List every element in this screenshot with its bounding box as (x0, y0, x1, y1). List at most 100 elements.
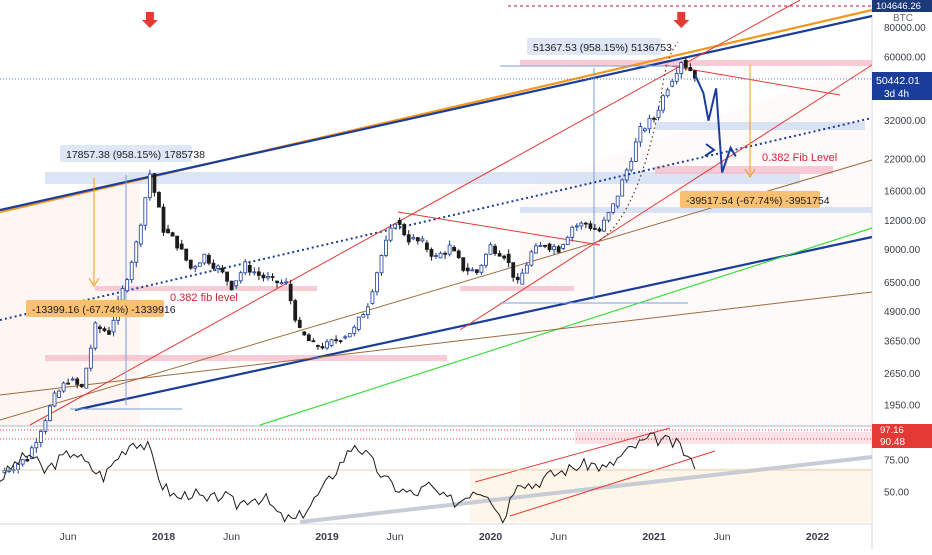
candle-body (447, 244, 452, 255)
candle-body (643, 128, 647, 132)
candle-body (43, 420, 48, 432)
projection-path (693, 74, 737, 173)
candle-body (179, 243, 184, 250)
candle-body (311, 340, 316, 343)
candle-body (420, 238, 425, 242)
candle-body (633, 141, 638, 162)
candle-body (647, 117, 652, 130)
channel-red-upper (29, 0, 801, 426)
price-tick-label: 22000.00 (884, 154, 926, 165)
candle-body (157, 192, 161, 208)
candle-body (229, 280, 234, 291)
candle-body (107, 330, 111, 335)
red-wedge-top-2021 (664, 64, 841, 96)
candle-body (7, 469, 11, 472)
candle-body (393, 223, 398, 229)
price-tick-label: 32000.00 (884, 116, 926, 127)
candle-body (243, 261, 248, 274)
time-tick-label: 2018 (152, 531, 176, 543)
candle-body (620, 179, 625, 197)
projection-arrowhead (704, 143, 716, 157)
candle-body (474, 269, 479, 273)
candle-body (38, 431, 43, 443)
candle-body (679, 62, 684, 74)
candle-body (556, 246, 561, 253)
candle-body (574, 225, 579, 228)
interval-label: 3d 4h (884, 89, 909, 100)
candle-body (297, 319, 302, 328)
candle-body (606, 211, 611, 221)
rsi-tag-last (872, 434, 932, 448)
candle-body (579, 222, 584, 227)
candle-body (511, 262, 516, 278)
candle-body (524, 264, 529, 274)
zone-pink-mid (655, 166, 833, 174)
price-tick-label: 1950.00 (884, 400, 921, 411)
price-tick-label: 12000.00 (884, 216, 926, 227)
candle-body (88, 347, 93, 369)
candle-body (465, 267, 470, 272)
candle-body (661, 95, 665, 111)
candle-body (98, 326, 102, 330)
fib-orange-arrow-2021 (744, 168, 756, 178)
candle-body (261, 274, 266, 279)
candle-body (247, 264, 252, 273)
candle-body (202, 253, 207, 264)
candle-body (302, 331, 307, 336)
candle-body (470, 269, 475, 272)
candle-body (120, 288, 125, 301)
price-tick-label: 60000.00 (884, 52, 926, 63)
zone-blue-14k (520, 207, 872, 213)
candle-body (352, 326, 357, 334)
candle-body (688, 67, 693, 72)
candle-body (170, 232, 175, 237)
time-tick-label: Jun (60, 531, 77, 543)
candle-body (438, 252, 443, 259)
candle-body (175, 235, 180, 249)
candle-body (147, 173, 152, 199)
candle-body (343, 336, 348, 339)
candle-body (384, 239, 388, 256)
last-price-tag (872, 72, 932, 100)
rsi-trend-red-upper (474, 427, 671, 483)
candle-body (52, 392, 57, 407)
candle-body (365, 306, 370, 315)
candle-body (402, 224, 407, 236)
time-tick-label: Jun (714, 531, 731, 543)
time-tick-label: 2020 (479, 531, 503, 543)
candle-body (207, 254, 211, 264)
candle-body (252, 271, 257, 274)
red-arrow-down-icon (141, 12, 158, 28)
time-tick-label: 2022 (806, 531, 830, 543)
candle-body (361, 314, 366, 318)
candle-body (320, 346, 325, 349)
candle-body (479, 264, 484, 273)
candle-body (270, 276, 275, 278)
candle-body (256, 271, 261, 276)
candle-body (16, 463, 21, 470)
annotation-label-1: 17857.38 (958.15%) 1785738 (66, 149, 205, 161)
candle-body (93, 322, 98, 349)
candle-body (57, 390, 61, 398)
candle-body (484, 253, 488, 266)
candle-body (66, 382, 71, 385)
top-price-label: 104646.26 (876, 1, 921, 12)
time-tick-label: 2019 (315, 531, 339, 543)
trendline-brown-lower (0, 291, 873, 396)
candle-body (638, 126, 643, 143)
candle-body (588, 223, 593, 229)
candle-body (288, 283, 293, 302)
candle-body (152, 173, 157, 193)
annotation-label-4: -39517.54 (-67.74%) -3951754 (686, 195, 830, 207)
fib-orange-arrow-2017 (88, 277, 100, 287)
candle-body (279, 282, 284, 285)
time-tick-label: Jun (550, 531, 567, 543)
price-candles (2, 56, 697, 474)
candle-body (61, 382, 66, 392)
candle-body (461, 257, 466, 271)
candle-body (406, 234, 411, 243)
annotation-label-3: -13399.16 (-67.74%) -1339916 (32, 304, 176, 316)
peak-markers (141, 12, 690, 28)
